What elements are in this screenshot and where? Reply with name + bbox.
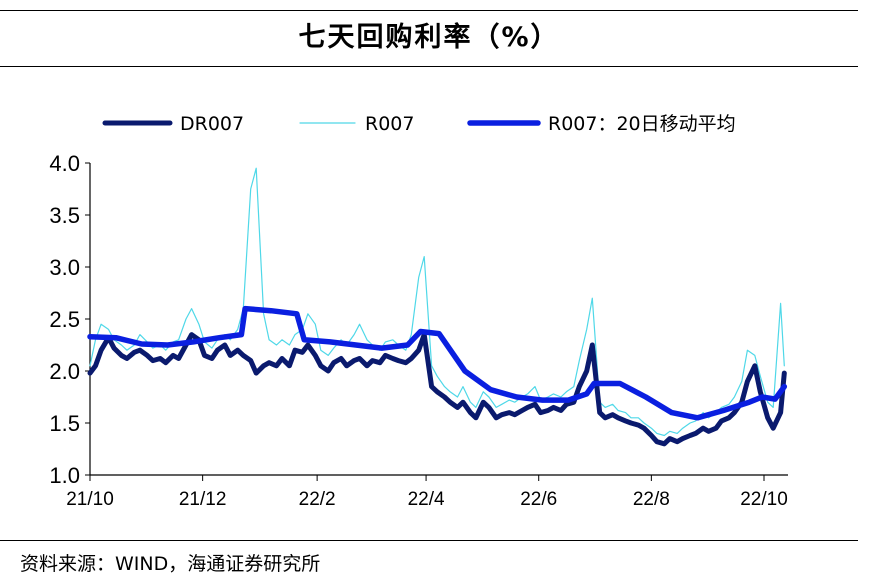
series-line-r007 bbox=[89, 167, 785, 437]
bottom-rule bbox=[0, 540, 858, 541]
source-note: 资料来源：WIND，海通证券研究所 bbox=[20, 553, 321, 575]
legend-label: R007 bbox=[365, 113, 414, 135]
y-tick-label: 3.5 bbox=[49, 203, 80, 228]
x-tick-label: 22/6 bbox=[520, 489, 557, 510]
x-tick-label: 22/4 bbox=[408, 489, 445, 510]
series-line-dr007 bbox=[87, 332, 787, 447]
y-tick-label: 1.5 bbox=[49, 411, 80, 436]
legend-r007: R007 bbox=[299, 113, 414, 135]
plot-series bbox=[87, 167, 788, 447]
axes: 4.0 3.5 3.0 2.5 2.0 1.5 1.021/10 21/12 22/2 22/4 2… bbox=[49, 151, 788, 510]
y-tick-label: 2.5 bbox=[49, 307, 80, 332]
y-tick-label: 4.0 bbox=[49, 151, 80, 176]
x-tick-label: 22/10 bbox=[740, 489, 788, 510]
title-rule bbox=[0, 66, 858, 67]
x-tick-label: 22/8 bbox=[633, 489, 670, 510]
chart-area: DR007 R007 R007：20日移动平均 4.0 3.5 3.0 2.5 2.0 1.5… bbox=[49, 113, 788, 510]
x-tick-label: 22/2 bbox=[299, 489, 336, 510]
legend: DR007 R007 R007：20日移动平均 bbox=[102, 113, 736, 135]
x-tick-label: 21/12 bbox=[179, 489, 227, 510]
legend-label: R007：20日移动平均 bbox=[548, 113, 736, 135]
chart-title: 七天回购利率（%） bbox=[298, 22, 560, 53]
legend-label: DR007 bbox=[180, 113, 244, 135]
top-rule bbox=[0, 10, 858, 11]
y-tick-label: 2.0 bbox=[49, 359, 80, 384]
series-line-r007-20ma20 bbox=[87, 305, 788, 421]
y-tick-label: 1.0 bbox=[49, 463, 80, 488]
x-tick-label: 21/10 bbox=[66, 489, 114, 510]
legend-dr007: DR007 bbox=[102, 113, 244, 135]
y-tick-label: 3.0 bbox=[49, 255, 80, 280]
legend-r007-ma20: R007：20日移动平均 bbox=[467, 113, 736, 135]
